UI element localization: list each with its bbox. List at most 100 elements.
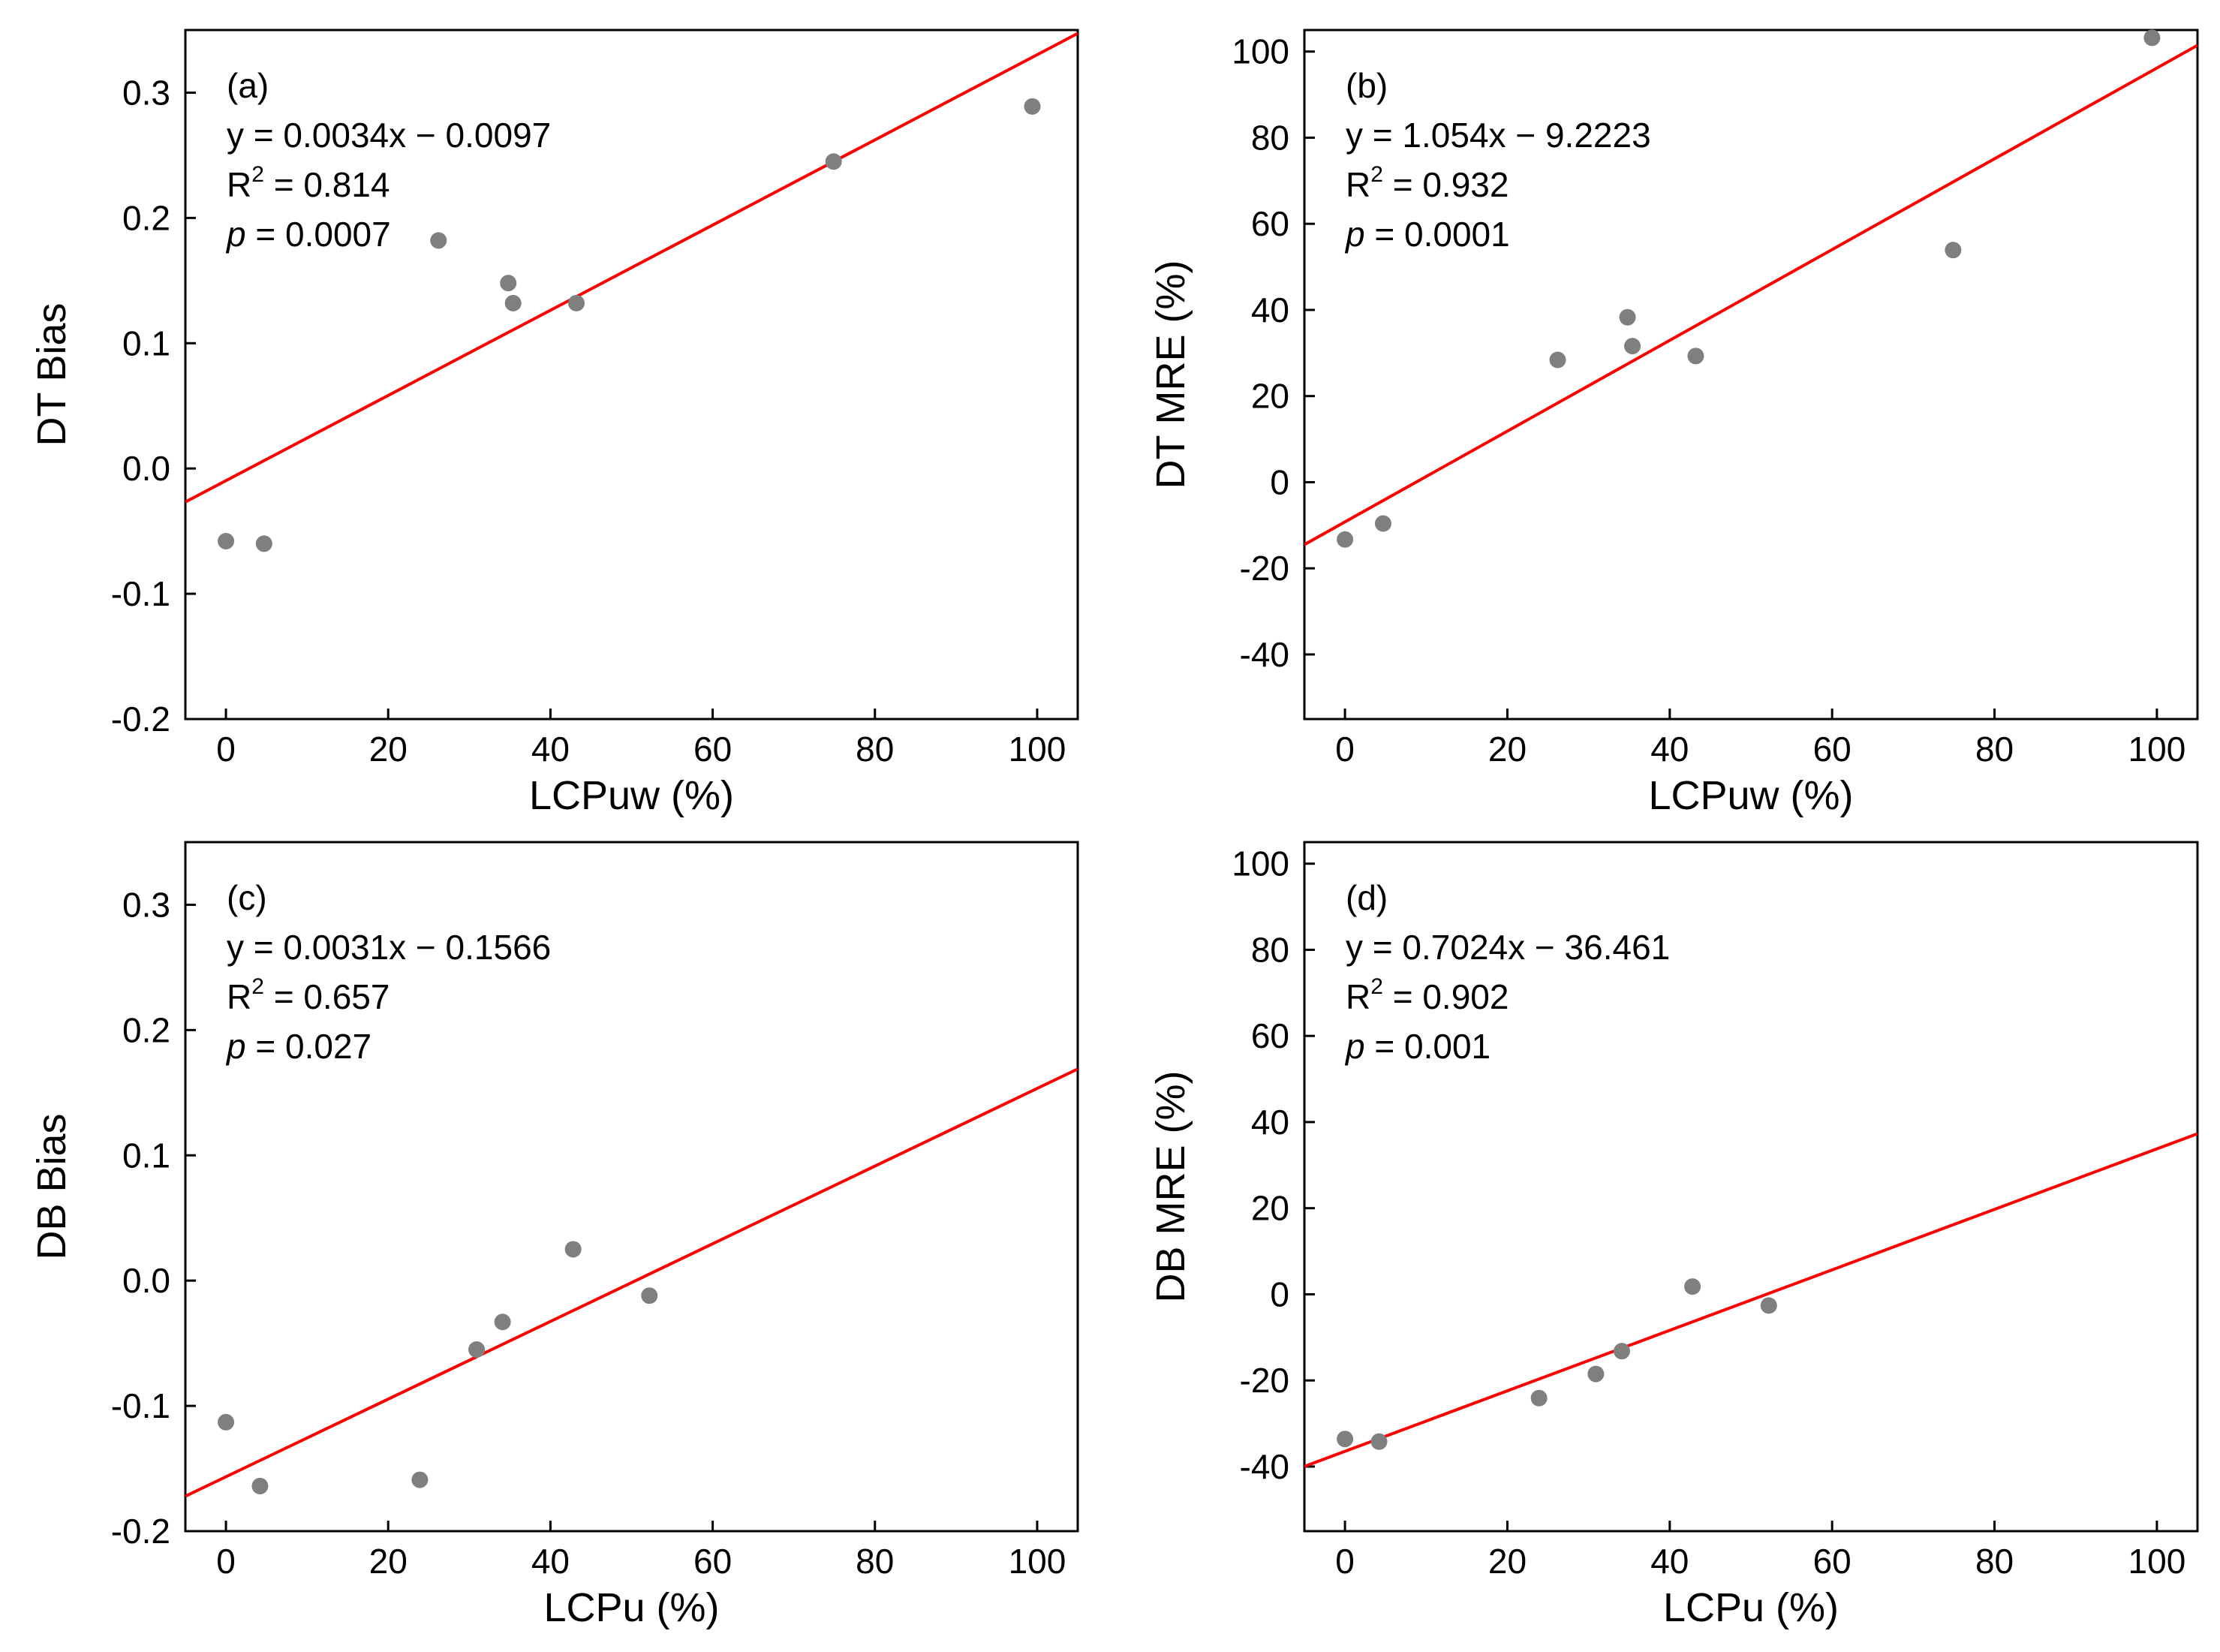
r-squared: R2 = 0.814 — [227, 162, 390, 204]
y-tick-label: -0.2 — [111, 700, 170, 739]
y-tick-label: 100 — [1232, 32, 1289, 71]
y-tick-label: 0.1 — [122, 323, 170, 363]
data-point — [468, 1341, 486, 1358]
r-squared: R2 = 0.902 — [1346, 974, 1509, 1016]
x-axis-title: LCPu (%) — [1663, 1585, 1839, 1630]
data-point — [411, 1471, 429, 1488]
p-value: p = 0.0007 — [225, 215, 391, 254]
plot-frame — [1303, 29, 2199, 721]
y-tick-label: 0 — [1270, 462, 1289, 501]
panel-b: 0 20 40 60 80 100 -40 -20 0 20 40 60 80 100 LCPuw (%) D… — [1148, 29, 2199, 818]
p-symbol: p — [1344, 215, 1365, 254]
p-symbol: p — [1344, 1027, 1365, 1066]
y-tick-label: 60 — [1251, 1016, 1289, 1055]
r-squared-exponent: 2 — [1370, 162, 1383, 187]
panel-d: 0 20 40 60 80 100 -40 -20 0 20 40 60 80 100 LCPu (%) DB… — [1148, 841, 2199, 1630]
panel-a: 0 20 40 60 80 100 -0.2 -0.1 0.0 0.1 0.2 0.3 LCPuw (%… — [29, 29, 1079, 818]
y-tick-label: 60 — [1251, 204, 1289, 243]
panel-label: (b) — [1346, 66, 1388, 105]
r-squared-symbol: R — [227, 977, 251, 1016]
r-squared-value: = 0.814 — [264, 165, 390, 204]
x-tick-label: 80 — [856, 730, 894, 769]
p-value: p = 0.001 — [1344, 1027, 1491, 1066]
data-point — [504, 294, 522, 311]
data-point — [825, 153, 842, 170]
x-tick-label: 40 — [531, 730, 570, 769]
y-tick-label: -40 — [1240, 635, 1289, 674]
data-point — [1945, 242, 1962, 259]
p-value-number: = 0.0007 — [246, 215, 391, 254]
data-point — [1587, 1365, 1605, 1383]
x-tick-label: 20 — [1488, 730, 1527, 769]
x-tick-label: 0 — [216, 730, 236, 769]
data-point — [251, 1477, 269, 1494]
r-squared-value: = 0.902 — [1383, 977, 1509, 1016]
y-tick-label: -0.2 — [111, 1512, 170, 1551]
y-tick-label: -0.1 — [111, 574, 170, 613]
y-tick-label: 80 — [1251, 930, 1289, 969]
y-tick-label: -20 — [1240, 1361, 1289, 1400]
fit-line — [185, 32, 1078, 504]
p-symbol: p — [225, 1027, 246, 1066]
r-squared-value: = 0.932 — [1383, 165, 1509, 204]
fit-line — [185, 1067, 1078, 1498]
x-axis-title: LCPu (%) — [543, 1585, 719, 1630]
r-squared-value: = 0.657 — [264, 977, 390, 1016]
x-tick-label: 0 — [1335, 730, 1355, 769]
y-tick-label: 40 — [1251, 1103, 1289, 1142]
r-squared-exponent: 2 — [251, 162, 264, 187]
data-point — [1374, 515, 1391, 532]
data-point — [1613, 1343, 1630, 1360]
x-tick-label: 40 — [1650, 1542, 1689, 1581]
y-tick-label: -0.1 — [111, 1386, 170, 1425]
r-squared: R2 = 0.932 — [1346, 162, 1509, 204]
y-axis-title: DT MRE (%) — [1148, 260, 1193, 489]
plot-frame — [1303, 841, 2199, 1533]
x-tick-label: 40 — [531, 1542, 570, 1581]
regression-equation: y = 0.0034x − 0.0097 — [227, 116, 551, 155]
data-point — [1024, 98, 1041, 115]
data-point — [2143, 29, 2161, 47]
y-tick-label: 0.2 — [122, 198, 170, 237]
data-point — [218, 532, 235, 549]
data-point — [430, 232, 447, 249]
x-tick-label: 80 — [1975, 730, 2014, 769]
x-tick-label: 100 — [1009, 730, 1066, 769]
y-axis-title: DB MRE (%) — [1148, 1071, 1193, 1303]
data-point — [1624, 338, 1641, 355]
x-tick-label: 100 — [2128, 1542, 2186, 1581]
data-point — [255, 535, 272, 552]
y-axis-title: DT Bias — [29, 302, 74, 446]
data-point — [494, 1313, 511, 1331]
plot-frame — [184, 841, 1079, 1533]
data-point — [1530, 1389, 1548, 1407]
y-tick-label: 0.3 — [122, 73, 170, 112]
y-tick-label: 20 — [1251, 377, 1289, 416]
plot-frame — [184, 29, 1079, 721]
p-value-number: = 0.027 — [246, 1027, 372, 1066]
x-axis-title: LCPuw (%) — [1648, 773, 1853, 818]
r-squared-symbol: R — [227, 165, 251, 204]
y-tick-label: 20 — [1251, 1189, 1289, 1228]
panel-c: 0 20 40 60 80 100 -0.2 -0.1 0.0 0.1 0.2 0.3 LCPu (%)… — [29, 841, 1079, 1630]
r-squared-symbol: R — [1346, 977, 1370, 1016]
data-point — [1370, 1433, 1388, 1450]
x-tick-label: 100 — [1009, 1542, 1066, 1581]
regression-equation: y = 1.054x − 9.2223 — [1346, 116, 1651, 155]
p-symbol: p — [225, 215, 246, 254]
data-point — [1549, 351, 1566, 369]
p-value: p = 0.0001 — [1344, 215, 1510, 254]
y-tick-label: -40 — [1240, 1447, 1289, 1486]
fit-line — [1304, 1132, 2197, 1468]
data-point — [1619, 308, 1636, 326]
x-tick-label: 60 — [1813, 1542, 1852, 1581]
x-tick-label: 20 — [369, 1542, 408, 1581]
data-point — [1760, 1297, 1777, 1314]
y-axis-title: DB Bias — [29, 1113, 74, 1259]
r-squared: R2 = 0.657 — [227, 974, 390, 1016]
data-point — [564, 1241, 582, 1258]
x-tick-label: 60 — [693, 730, 732, 769]
x-tick-label: 20 — [369, 730, 408, 769]
regression-equation: y = 0.0031x − 0.1566 — [227, 928, 551, 967]
